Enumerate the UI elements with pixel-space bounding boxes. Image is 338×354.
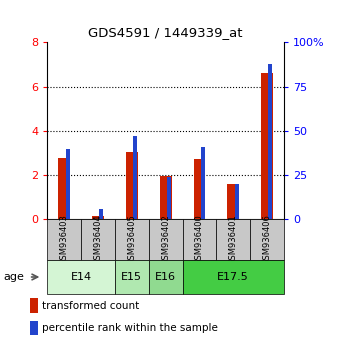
Bar	[133, 136, 137, 219]
Text: GSM936404: GSM936404	[94, 215, 102, 265]
Text: E17.5: E17.5	[217, 272, 249, 282]
Bar	[201, 147, 205, 219]
Bar	[30, 320, 38, 335]
Bar	[58, 158, 70, 219]
Bar	[194, 159, 206, 219]
Bar	[149, 260, 183, 294]
Bar	[115, 260, 149, 294]
Text: age: age	[3, 272, 24, 282]
Text: GSM936406: GSM936406	[263, 215, 271, 265]
Text: E15: E15	[121, 272, 142, 282]
Bar	[167, 177, 171, 219]
Text: GSM936401: GSM936401	[229, 215, 238, 265]
Text: percentile rank within the sample: percentile rank within the sample	[42, 323, 218, 333]
Bar	[227, 184, 239, 219]
Bar	[183, 219, 216, 260]
Bar	[250, 219, 284, 260]
Bar	[66, 149, 70, 219]
Text: transformed count: transformed count	[42, 301, 139, 311]
Bar	[149, 219, 183, 260]
Bar	[92, 216, 104, 219]
Bar	[81, 219, 115, 260]
Text: GSM936405: GSM936405	[127, 215, 136, 265]
Bar	[47, 260, 115, 294]
Bar	[126, 152, 138, 219]
Text: GSM936402: GSM936402	[161, 215, 170, 265]
Text: E14: E14	[71, 272, 92, 282]
Bar	[235, 184, 239, 219]
Bar	[261, 74, 273, 219]
Bar	[183, 260, 284, 294]
Bar	[99, 209, 103, 219]
Bar	[47, 219, 81, 260]
Text: E16: E16	[155, 272, 176, 282]
Title: GDS4591 / 1449339_at: GDS4591 / 1449339_at	[88, 25, 243, 39]
Bar	[268, 64, 272, 219]
Bar	[115, 219, 149, 260]
Bar	[160, 176, 172, 219]
Bar	[216, 219, 250, 260]
Bar	[30, 298, 38, 313]
Text: GSM936400: GSM936400	[195, 215, 204, 265]
Text: GSM936403: GSM936403	[60, 215, 69, 265]
